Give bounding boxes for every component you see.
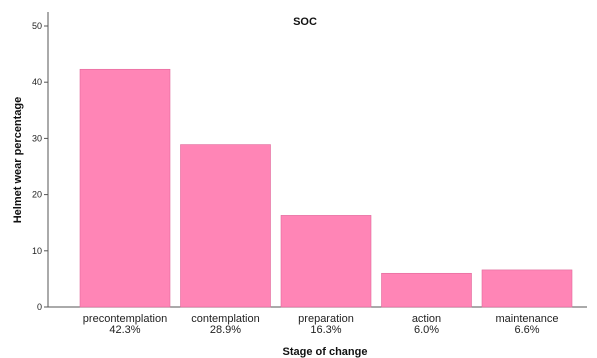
y-tick-label: 20 (32, 190, 42, 200)
y-tick-label: 10 (32, 246, 42, 256)
chart-title: SOC (293, 16, 317, 28)
y-axis-ticks: 0 10 20 30 40 50 (32, 21, 48, 312)
y-tick-label: 0 (37, 302, 42, 312)
category-label: preparation (298, 313, 354, 325)
bar-precontemplation (79, 68, 171, 308)
data-label: 42.3% (109, 324, 140, 336)
category-label: contemplation (191, 313, 260, 325)
x-axis-title: Stage of change (283, 346, 368, 358)
data-label: 6.0% (414, 324, 439, 336)
bars-group (79, 68, 573, 308)
y-axis-title: Helmet wear percentage (12, 97, 24, 224)
data-label: 6.6% (514, 324, 539, 336)
data-label: 16.3% (310, 324, 341, 336)
y-tick-label: 30 (32, 133, 42, 143)
category-label: precontemplation (83, 313, 167, 325)
bar-preparation (280, 215, 372, 308)
category-label: maintenance (496, 313, 559, 325)
data-label: 28.9% (210, 324, 241, 336)
y-tick-label: 50 (32, 21, 42, 31)
y-tick-label: 40 (32, 77, 42, 87)
bar-contemplation (180, 144, 271, 308)
category-label: action (412, 313, 441, 325)
bar-maintenance (481, 269, 573, 308)
bar-action (381, 272, 472, 308)
